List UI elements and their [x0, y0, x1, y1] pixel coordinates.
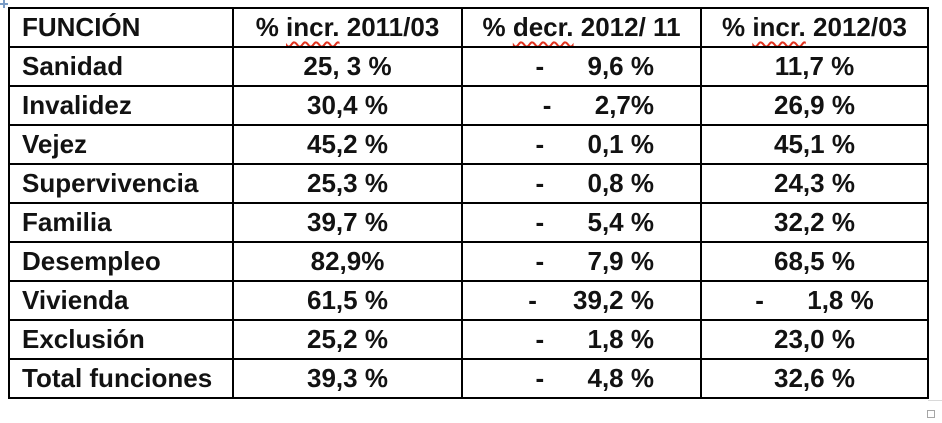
header-cell-incr-2011-03: % incr. 2011/03 [232, 7, 463, 48]
row-cell-decr: - 0,8 % [461, 163, 702, 204]
misspelled-word: incr. [752, 12, 806, 42]
row-cell-incr1: 39,3 % [232, 358, 463, 399]
row-cell-decr: - 39,2 % [461, 280, 702, 321]
table-row: Exclusión 25,2 % - 1,8 % 23,0 % [8, 319, 929, 360]
row-cell-decr: - 4,8 % [461, 358, 702, 399]
move-handle-horizontal-bar [0, 3, 8, 5]
row-cell-decr: - 5,4 % [461, 202, 702, 243]
table-row: Total funciones 39,3 % - 4,8 % 32,6 % [8, 358, 929, 399]
header-row: FUNCIÓN % incr. 2011/03 % decr. 2012/ 11… [8, 7, 929, 48]
misspelled-word: decr. [512, 12, 574, 42]
misspelled-word: incr. [286, 12, 340, 42]
canvas-edge-line [928, 400, 942, 401]
row-cell-function: Supervivencia [8, 163, 234, 204]
row-cell-incr2: 45,1 % [700, 124, 929, 165]
row-cell-incr1: 82,9% [232, 241, 463, 282]
row-cell-incr1: 25, 3 % [232, 46, 463, 87]
table-row: Vivienda 61,5 % - 39,2 % - 1,8 % [8, 280, 929, 321]
header-prefix: % [482, 12, 513, 42]
header-cell-funcion: FUNCIÓN [8, 7, 234, 48]
row-cell-function: Invalidez [8, 85, 234, 126]
row-cell-incr1: 30,4 % [232, 85, 463, 126]
header-prefix: % [255, 12, 287, 42]
row-cell-decr: - 9,6 % [461, 46, 702, 87]
row-cell-incr2: 26,9 % [700, 85, 929, 126]
table-row: Desempleo 82,9% - 7,9 % 68,5 % [8, 241, 929, 282]
row-cell-function: Desempleo [8, 241, 234, 282]
row-cell-incr2: 24,3 % [700, 163, 929, 204]
row-cell-incr1: 39,7 % [232, 202, 463, 243]
row-cell-incr1: 45,2 % [232, 124, 463, 165]
data-table: FUNCIÓN % incr. 2011/03 % decr. 2012/ 11… [8, 7, 929, 399]
row-cell-function: Vejez [8, 124, 234, 165]
table-move-handle-icon[interactable] [0, 0, 9, 9]
row-cell-incr2: 32,2 % [700, 202, 929, 243]
row-cell-decr: - 7,9 % [461, 241, 702, 282]
row-cell-function: Familia [8, 202, 234, 243]
table-row: Vejez 45,2 % - 0,1 % 45,1 % [8, 124, 929, 165]
row-cell-decr: - 0,1 % [461, 124, 702, 165]
row-cell-incr1: 25,2 % [232, 319, 463, 360]
row-cell-incr1: 25,3 % [232, 163, 463, 204]
table-row: Familia 39,7 % - 5,4 % 32,2 % [8, 202, 929, 243]
header-cell-decr-2012-11: % decr. 2012/ 11 [461, 7, 702, 48]
table-row: Sanidad 25, 3 % - 9,6 % 11,7 % [8, 46, 929, 87]
row-cell-decr: - 2,7% [461, 85, 702, 126]
row-cell-incr2: 23,0 % [700, 319, 929, 360]
row-cell-incr2: 32,6 % [700, 358, 929, 399]
header-prefix: % [721, 12, 753, 42]
row-cell-incr2: 11,7 % [700, 46, 929, 87]
table-row: Invalidez 30,4 % - 2,7% 26,9 % [8, 85, 929, 126]
row-cell-function: Vivienda [8, 280, 234, 321]
table-resize-handle[interactable] [927, 410, 935, 418]
header-suffix: 2011/03 [339, 12, 440, 42]
header-cell-incr-2012-03: % incr. 2012/03 [700, 7, 929, 48]
row-cell-incr2: - 1,8 % [700, 280, 929, 321]
row-cell-incr1: 61,5 % [232, 280, 463, 321]
header-suffix: 2012/ 11 [573, 12, 681, 42]
row-cell-function: Total funciones [8, 358, 234, 399]
table-row: Supervivencia 25,3 % - 0,8 % 24,3 % [8, 163, 929, 204]
row-cell-decr: - 1,8 % [461, 319, 702, 360]
row-cell-incr2: 68,5 % [700, 241, 929, 282]
header-suffix: 2012/03 [805, 12, 908, 42]
row-cell-function: Exclusión [8, 319, 234, 360]
row-cell-function: Sanidad [8, 46, 234, 87]
